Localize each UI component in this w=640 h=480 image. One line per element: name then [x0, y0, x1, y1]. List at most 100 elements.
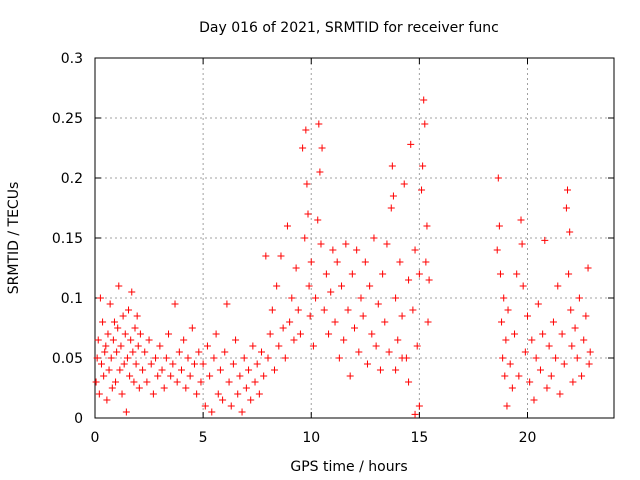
data-point: [532, 354, 540, 362]
data-point: [108, 384, 116, 392]
data-point: [519, 282, 527, 290]
data-point: [107, 354, 115, 362]
x-tick-label: 5: [199, 430, 208, 446]
data-point: [411, 246, 419, 254]
data-point: [288, 294, 296, 302]
data-point: [240, 354, 248, 362]
data-point: [344, 306, 352, 314]
data-point: [355, 348, 363, 356]
data-point: [568, 342, 576, 350]
data-point: [582, 312, 590, 320]
data-point: [335, 354, 343, 362]
data-point: [320, 306, 328, 314]
data-point: [268, 306, 276, 314]
data-point: [281, 354, 289, 362]
data-point: [93, 354, 101, 362]
data-point: [141, 348, 149, 356]
data-point: [413, 342, 421, 350]
data-point: [103, 396, 111, 404]
data-point: [145, 336, 153, 344]
data-point: [125, 306, 133, 314]
data-point: [109, 336, 117, 344]
data-point: [423, 222, 431, 230]
x-tick-label: 10: [302, 430, 320, 446]
data-point: [275, 342, 283, 350]
data-point: [388, 162, 396, 170]
data-point: [225, 378, 233, 386]
data-point: [118, 390, 126, 398]
data-point: [264, 354, 272, 362]
data-point: [126, 372, 134, 380]
data-point: [121, 330, 129, 338]
data-point: [407, 140, 415, 148]
data-point: [160, 384, 168, 392]
data-point: [122, 408, 130, 416]
data-point: [374, 300, 382, 308]
data-point: [167, 372, 175, 380]
data-point: [143, 378, 151, 386]
data-point: [411, 410, 419, 418]
chart-title: Day 016 of 2021, SRMTID for receiver fun…: [199, 20, 499, 36]
data-point: [521, 348, 529, 356]
data-point: [186, 372, 194, 380]
data-point: [96, 294, 104, 302]
data-point: [346, 372, 354, 380]
data-point: [405, 276, 413, 284]
data-point: [493, 246, 501, 254]
data-point: [302, 126, 310, 134]
data-point: [199, 360, 207, 368]
data-point: [566, 228, 574, 236]
data-point: [95, 390, 103, 398]
data-point: [573, 354, 581, 362]
data-point: [549, 318, 557, 326]
data-point: [193, 390, 201, 398]
data-point: [112, 378, 120, 386]
data-point: [357, 294, 365, 302]
data-point: [342, 240, 350, 248]
data-point: [379, 270, 387, 278]
data-point: [524, 312, 531, 320]
data-point: [415, 402, 423, 410]
data-point: [132, 360, 140, 368]
data-point: [306, 312, 314, 320]
data-point: [508, 384, 516, 392]
data-point: [214, 390, 222, 398]
data-point: [290, 336, 298, 344]
data-point: [113, 348, 121, 356]
data-point: [182, 384, 190, 392]
x-axis: 0 5 10 15 20: [91, 58, 536, 446]
data-point: [419, 162, 427, 170]
data-point: [123, 354, 131, 362]
data-point: [242, 384, 250, 392]
data-point: [277, 252, 285, 260]
data-point: [171, 300, 179, 308]
data-point: [131, 324, 139, 332]
data-point: [180, 336, 188, 344]
data-point: [515, 372, 523, 380]
data-point: [175, 348, 183, 356]
data-point: [162, 354, 170, 362]
data-point: [536, 366, 544, 374]
data-point: [110, 318, 118, 326]
data-point: [152, 354, 160, 362]
data-point: [255, 390, 263, 398]
data-point: [149, 390, 157, 398]
data-point: [283, 222, 291, 230]
data-point: [562, 204, 570, 212]
data-point: [114, 324, 122, 332]
data-point: [266, 330, 274, 338]
data-point: [94, 336, 102, 344]
data-point: [292, 264, 300, 272]
data-point: [424, 318, 432, 326]
data-point: [517, 216, 525, 224]
y-tick-label: 0.15: [52, 231, 83, 247]
data-point: [398, 354, 406, 362]
data-point: [119, 312, 127, 320]
data-point: [301, 234, 309, 242]
y-tick-label: 0.2: [61, 171, 83, 187]
data-point: [327, 288, 335, 296]
data-point: [338, 282, 346, 290]
data-point: [307, 258, 315, 266]
data-point: [556, 390, 564, 398]
data-point: [294, 306, 302, 314]
